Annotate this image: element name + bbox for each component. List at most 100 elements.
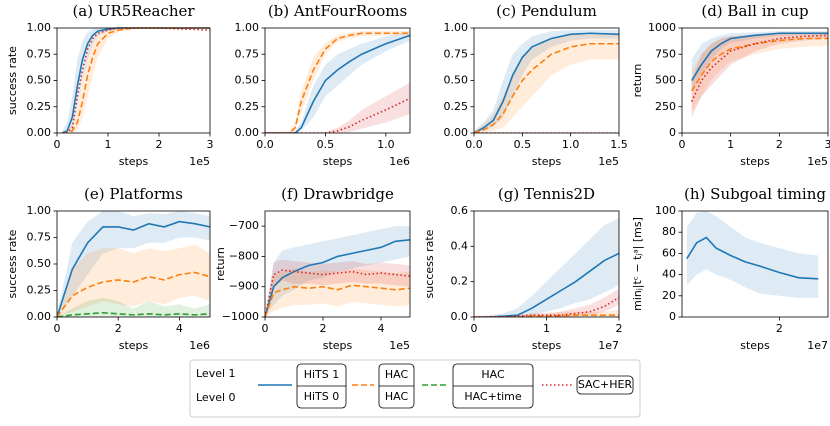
y-axis-label: success rate [6, 229, 19, 298]
y-tick-label: 0 [669, 310, 676, 323]
x-offset: 1e5 [389, 339, 410, 352]
y-tick-label: 0 [669, 126, 676, 139]
legend-label: HiTS 0 [304, 390, 340, 403]
legend-label: HiTS 1 [304, 368, 340, 381]
y-tick-label: 1.00 [235, 21, 260, 34]
y-tick-label: 0.25 [235, 100, 260, 113]
y-tick-label: −800 [229, 249, 259, 262]
x-tick-label: 2 [156, 138, 163, 151]
y-tick-label: 0.75 [235, 47, 260, 60]
x-axis-label: steps [740, 155, 770, 168]
y-tick-label: 0.50 [235, 74, 260, 87]
band [687, 211, 818, 298]
y-tick-label: 0.50 [27, 257, 52, 270]
x-tick-label: 3 [207, 138, 214, 151]
subplot-title: (f) Drawbridge [281, 185, 394, 203]
y-axis-label: return [631, 64, 644, 98]
x-axis-label: steps [119, 155, 149, 168]
legend-label: SAC+HER [578, 378, 633, 391]
y-tick-label: 1.00 [27, 21, 52, 34]
x-tick-label: 4 [378, 322, 385, 335]
subplot-title: (d) Ball in cup [701, 2, 808, 20]
y-tick-label: 500 [655, 74, 676, 87]
x-offset: 1e7 [598, 339, 619, 352]
x-tick-label: 0.0 [256, 138, 274, 151]
y-tick-label: 0.25 [27, 284, 52, 297]
legend-label: HAC [385, 368, 409, 381]
legend-label: HAC [385, 390, 409, 403]
y-tick-label: 0.50 [27, 74, 52, 87]
x-offset: 1e6 [389, 155, 410, 168]
x-tick-label: 0 [471, 322, 478, 335]
x-offset: 1e5 [807, 155, 828, 168]
x-tick-label: 2 [776, 138, 783, 151]
band [474, 33, 619, 133]
x-tick-label: 0 [262, 322, 269, 335]
x-tick-label: 1.5 [610, 138, 628, 151]
x-tick-label: 0.0 [465, 138, 483, 151]
x-tick-label: 2 [776, 322, 783, 335]
subplot-title: (e) Platforms [84, 185, 183, 203]
subplot-title: (c) Pendulum [496, 2, 597, 20]
y-tick-label: 0.25 [444, 100, 469, 113]
y-tick-label: 0.75 [444, 47, 469, 60]
band [265, 83, 410, 133]
x-tick-label: 3 [825, 138, 830, 151]
y-tick-label: 250 [655, 100, 676, 113]
x-offset: 1e7 [807, 339, 828, 352]
x-tick-label: 4 [176, 322, 183, 335]
legend-row-label: Level 0 [196, 391, 236, 404]
subplot-title: (b) AntFourRooms [268, 2, 407, 20]
x-axis-label: steps [532, 155, 562, 168]
subplot-title: (a) UR5Reacher [72, 2, 195, 20]
legend-row-label: Level 1 [196, 367, 236, 380]
subplot-title: (g) Tennis2D [498, 185, 595, 203]
y-tick-label: 0.75 [27, 47, 52, 60]
x-tick-label: 0 [679, 138, 686, 151]
y-axis-label: return [214, 247, 227, 281]
y-tick-label: 0.25 [27, 100, 52, 113]
x-tick-label: 2 [320, 322, 327, 335]
x-tick-label: 2 [115, 322, 122, 335]
y-tick-label: −900 [229, 280, 259, 293]
x-offset: 1e6 [189, 339, 210, 352]
y-tick-label: 1.00 [27, 204, 52, 217]
y-tick-label: 750 [655, 47, 676, 60]
x-tick-label: 1 [543, 322, 550, 335]
y-axis-label: minⱼ|tᶜ − tⱼᵃ| [ms] [631, 217, 644, 311]
y-axis-label: success rate [6, 46, 19, 115]
y-tick-label: 1.00 [444, 21, 469, 34]
x-axis-label: steps [323, 155, 353, 168]
x-axis-label: steps [323, 339, 353, 352]
y-tick-label: 20 [662, 289, 676, 302]
x-axis-label: steps [740, 339, 770, 352]
y-tick-label: 0.50 [444, 74, 469, 87]
x-tick-label: 1.0 [562, 138, 580, 151]
y-tick-label: 80 [662, 225, 676, 238]
y-tick-label: 0.75 [27, 231, 52, 244]
legend-label: HAC [481, 368, 505, 381]
subplot-title: (h) Subgoal timing [684, 185, 826, 203]
y-tick-label: −700 [229, 219, 259, 232]
y-tick-label: 40 [662, 268, 676, 281]
x-axis-label: steps [532, 339, 562, 352]
legend-box [190, 360, 640, 417]
x-tick-label: 0 [54, 138, 61, 151]
x-axis-label: steps [119, 339, 149, 352]
y-tick-label: 0.6 [451, 204, 469, 217]
y-tick-label: 0.0 [451, 310, 469, 323]
x-tick-label: 1 [105, 138, 112, 151]
x-offset: 1e5 [598, 155, 619, 168]
x-offset: 1e5 [189, 155, 210, 168]
x-tick-label: 1 [727, 138, 734, 151]
x-tick-label: 2 [616, 322, 623, 335]
